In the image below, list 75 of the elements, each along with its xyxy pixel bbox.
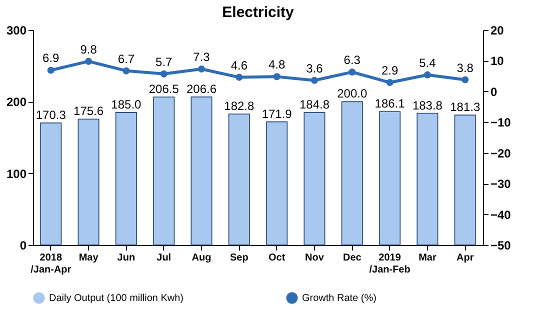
- data-label: 200.0: [337, 86, 368, 101]
- data-label: 4.6: [230, 58, 248, 72]
- bar: [341, 101, 363, 246]
- data-label: 6.7: [118, 52, 135, 66]
- bar: [40, 122, 62, 246]
- x-tick-label: Mar: [418, 252, 436, 264]
- data-label: 3.8: [456, 60, 474, 75]
- y2-tick-label: 10: [490, 54, 504, 68]
- bar: [454, 114, 476, 246]
- x-tick-label: Dec: [342, 252, 362, 264]
- point: [348, 68, 356, 76]
- x-tick-label: Apr: [456, 252, 474, 264]
- bar: [78, 118, 100, 246]
- y2-tick-label: 20: [490, 24, 504, 38]
- data-label: 6.9: [42, 51, 60, 66]
- point: [424, 71, 431, 78]
- data-label: 186.1: [374, 96, 406, 111]
- x-tick-label: May: [78, 252, 99, 264]
- data-label: 182.8: [224, 98, 255, 113]
- y-tick-label: 100: [6, 166, 27, 181]
- point: [47, 66, 54, 74]
- data-label: 6.3: [344, 53, 361, 68]
- legend-label: Daily Output (100 million Kwh): [49, 293, 184, 304]
- bar: [304, 112, 326, 246]
- y-tick-label: 300: [6, 24, 27, 38]
- data-label: 181.3: [450, 100, 480, 114]
- chart-title: Electricity: [222, 4, 294, 21]
- x-tick-label: 2018 /Jan-Apr: [30, 252, 72, 276]
- bar: [416, 112, 438, 246]
- y-tick-label: 200: [6, 95, 27, 110]
- data-label: 7.3: [193, 50, 210, 64]
- x-tick-label: Nov: [305, 252, 324, 264]
- bar: [115, 112, 137, 246]
- point: [85, 58, 92, 65]
- x-tick-label: 2019 /Jan-Feb: [369, 252, 410, 276]
- point: [462, 76, 469, 84]
- data-label: 170.3: [36, 108, 66, 122]
- y2-tick-label: 0: [490, 84, 498, 99]
- data-label: 9.8: [80, 42, 98, 56]
- y2-tick-label: −20: [490, 146, 512, 160]
- data-label: 184.8: [299, 98, 330, 112]
- data-label: 4.8: [268, 58, 286, 72]
- point: [122, 67, 130, 74]
- data-label: 3.6: [306, 61, 324, 76]
- x-tick-label: Aug: [192, 252, 212, 264]
- point: [386, 78, 394, 86]
- data-label: 185.0: [111, 97, 142, 112]
- point: [310, 76, 318, 84]
- point: [160, 70, 168, 78]
- data-label: 171.9: [262, 106, 292, 121]
- x-tick-label: Jun: [117, 252, 136, 264]
- point: [273, 73, 280, 80]
- data-label: 175.6: [74, 104, 104, 118]
- y2-tick-label: −30: [490, 177, 512, 192]
- point: [236, 74, 243, 81]
- point: [198, 65, 206, 73]
- bar: [228, 114, 250, 246]
- bar: [153, 96, 175, 246]
- y-tick-label: 0: [20, 238, 27, 252]
- bar: [379, 111, 401, 246]
- bar: [190, 96, 212, 246]
- data-label: 206.6: [186, 82, 217, 96]
- bar: [266, 121, 288, 246]
- legend-label: Growth Rate (%): [302, 293, 376, 304]
- y2-tick-label: −10: [490, 116, 512, 130]
- data-label: 5.4: [419, 56, 436, 70]
- data-label: 206.5: [148, 82, 180, 96]
- x-tick-label: Jul: [156, 252, 172, 264]
- data-label: 5.7: [156, 54, 173, 69]
- data-label: 183.8: [412, 98, 443, 112]
- data-label: 2.9: [381, 64, 398, 78]
- y2-tick-label: −40: [490, 208, 512, 222]
- x-tick-label: Oct: [268, 252, 286, 264]
- x-tick-label: Sep: [230, 252, 248, 264]
- y2-tick-label: −50: [490, 238, 512, 252]
